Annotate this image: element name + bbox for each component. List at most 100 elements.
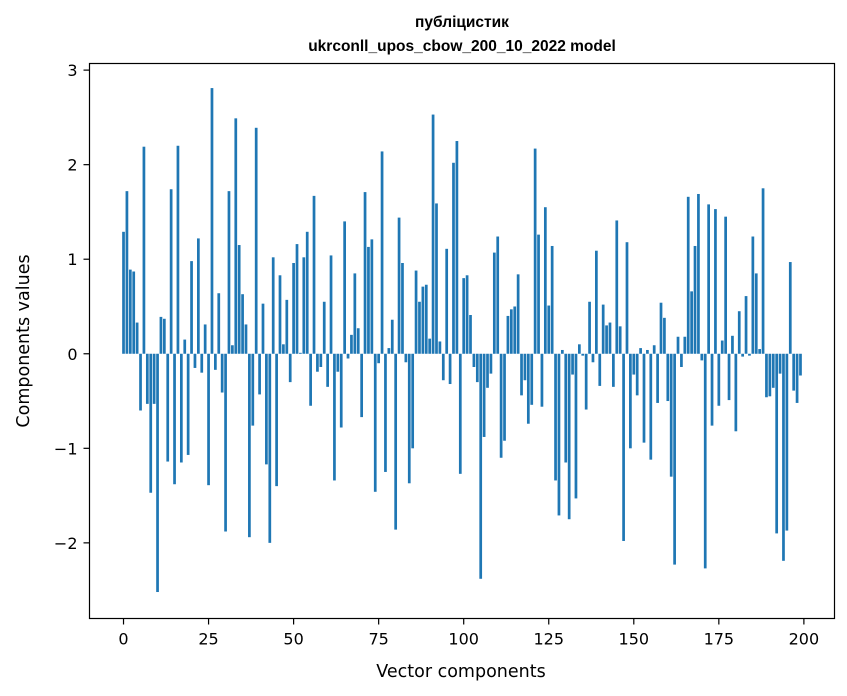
bar-167 (690, 291, 693, 354)
bar-83 (404, 353, 408, 363)
x-axis-label: Vector components (376, 662, 545, 682)
bar-76 (380, 151, 384, 354)
y-axis-label: Components values (14, 254, 34, 427)
bar-151 (635, 353, 639, 396)
y-tick-label: 2 (67, 156, 77, 175)
bar-92 (435, 203, 438, 354)
bar-178 (727, 353, 731, 401)
bar-52 (299, 352, 302, 354)
bar-64 (339, 353, 343, 428)
bar-88 (421, 286, 425, 354)
bar-160 (666, 353, 670, 402)
bar-62 (333, 353, 336, 481)
bar-139 (595, 250, 598, 354)
bar-77 (384, 353, 387, 472)
bar-140 (598, 353, 602, 386)
bar-17 (179, 353, 183, 463)
bar-48 (285, 299, 289, 354)
bar-138 (591, 353, 595, 363)
bar-114 (509, 309, 513, 354)
bar-46 (278, 275, 282, 354)
y-tick-label: 1 (67, 250, 77, 269)
bar-79 (390, 319, 394, 354)
bar-89 (424, 284, 428, 354)
bar-199 (799, 353, 802, 376)
bar-112 (503, 353, 506, 441)
bar-90 (428, 338, 432, 354)
bar-191 (771, 353, 775, 388)
bar-194 (782, 353, 785, 561)
bar-65 (343, 221, 346, 354)
bar-32 (231, 345, 234, 354)
bar-59 (322, 301, 326, 354)
bar-74 (373, 353, 377, 492)
bar-105 (479, 353, 483, 579)
bar-13 (166, 353, 170, 462)
bar-5 (139, 353, 142, 411)
bar-117 (520, 353, 523, 396)
bar-9 (152, 353, 156, 404)
bar-51 (295, 244, 299, 354)
bar-116 (516, 274, 520, 354)
bar-16 (176, 145, 180, 354)
bar-129 (560, 349, 564, 354)
bar-47 (282, 344, 285, 354)
bar-168 (693, 245, 697, 354)
bar-164 (680, 353, 683, 367)
bar-24 (203, 324, 207, 354)
bar-146 (618, 326, 622, 354)
bar-158 (659, 302, 663, 354)
bar-134 (578, 344, 581, 354)
bar-124 (543, 207, 547, 354)
bar-67 (350, 334, 353, 354)
bar-73 (370, 239, 374, 354)
chart-title: публіцистик (415, 14, 509, 31)
bar-34 (237, 245, 241, 354)
bar-3 (132, 271, 136, 354)
bar-137 (588, 301, 591, 354)
bar-180 (734, 353, 738, 432)
bar-70 (360, 353, 364, 418)
bar-195 (785, 353, 789, 531)
bar-35 (241, 294, 244, 354)
bar-142 (605, 325, 608, 354)
bar-95 (445, 248, 449, 354)
bar-97 (452, 162, 455, 354)
bar-152 (639, 348, 642, 354)
bar-98 (455, 141, 459, 354)
bar-103 (472, 353, 476, 367)
bar-196 (788, 262, 792, 354)
bar-40 (258, 353, 261, 395)
bar-119 (526, 353, 530, 424)
bar-22 (197, 238, 200, 354)
bar-41 (261, 303, 265, 354)
bar-78 (387, 348, 391, 354)
bar-21 (193, 353, 197, 368)
bar-91 (431, 114, 435, 354)
bar-162 (673, 353, 676, 565)
bar-148 (625, 242, 629, 354)
bar-85 (411, 353, 415, 449)
bar-6 (142, 146, 146, 354)
bar-44 (271, 257, 275, 354)
bar-49 (288, 353, 292, 383)
bar-19 (186, 353, 190, 455)
bar-193 (778, 353, 782, 374)
bar-131 (567, 353, 571, 520)
bar-149 (629, 353, 632, 449)
bar-183 (744, 296, 748, 354)
bar-37 (248, 353, 251, 538)
bar-56 (312, 195, 316, 354)
bar-125 (547, 305, 551, 354)
bar-153 (642, 353, 646, 443)
bar-187 (758, 349, 762, 354)
bar-163 (676, 336, 680, 354)
bar-82 (401, 263, 404, 354)
bar-150 (632, 353, 636, 375)
bar-53 (302, 257, 306, 354)
bar-176 (720, 340, 724, 354)
y-axis-ticks: −2 −1 0 1 2 3 (54, 61, 90, 553)
bar-179 (731, 335, 734, 354)
bar-93 (438, 341, 442, 354)
